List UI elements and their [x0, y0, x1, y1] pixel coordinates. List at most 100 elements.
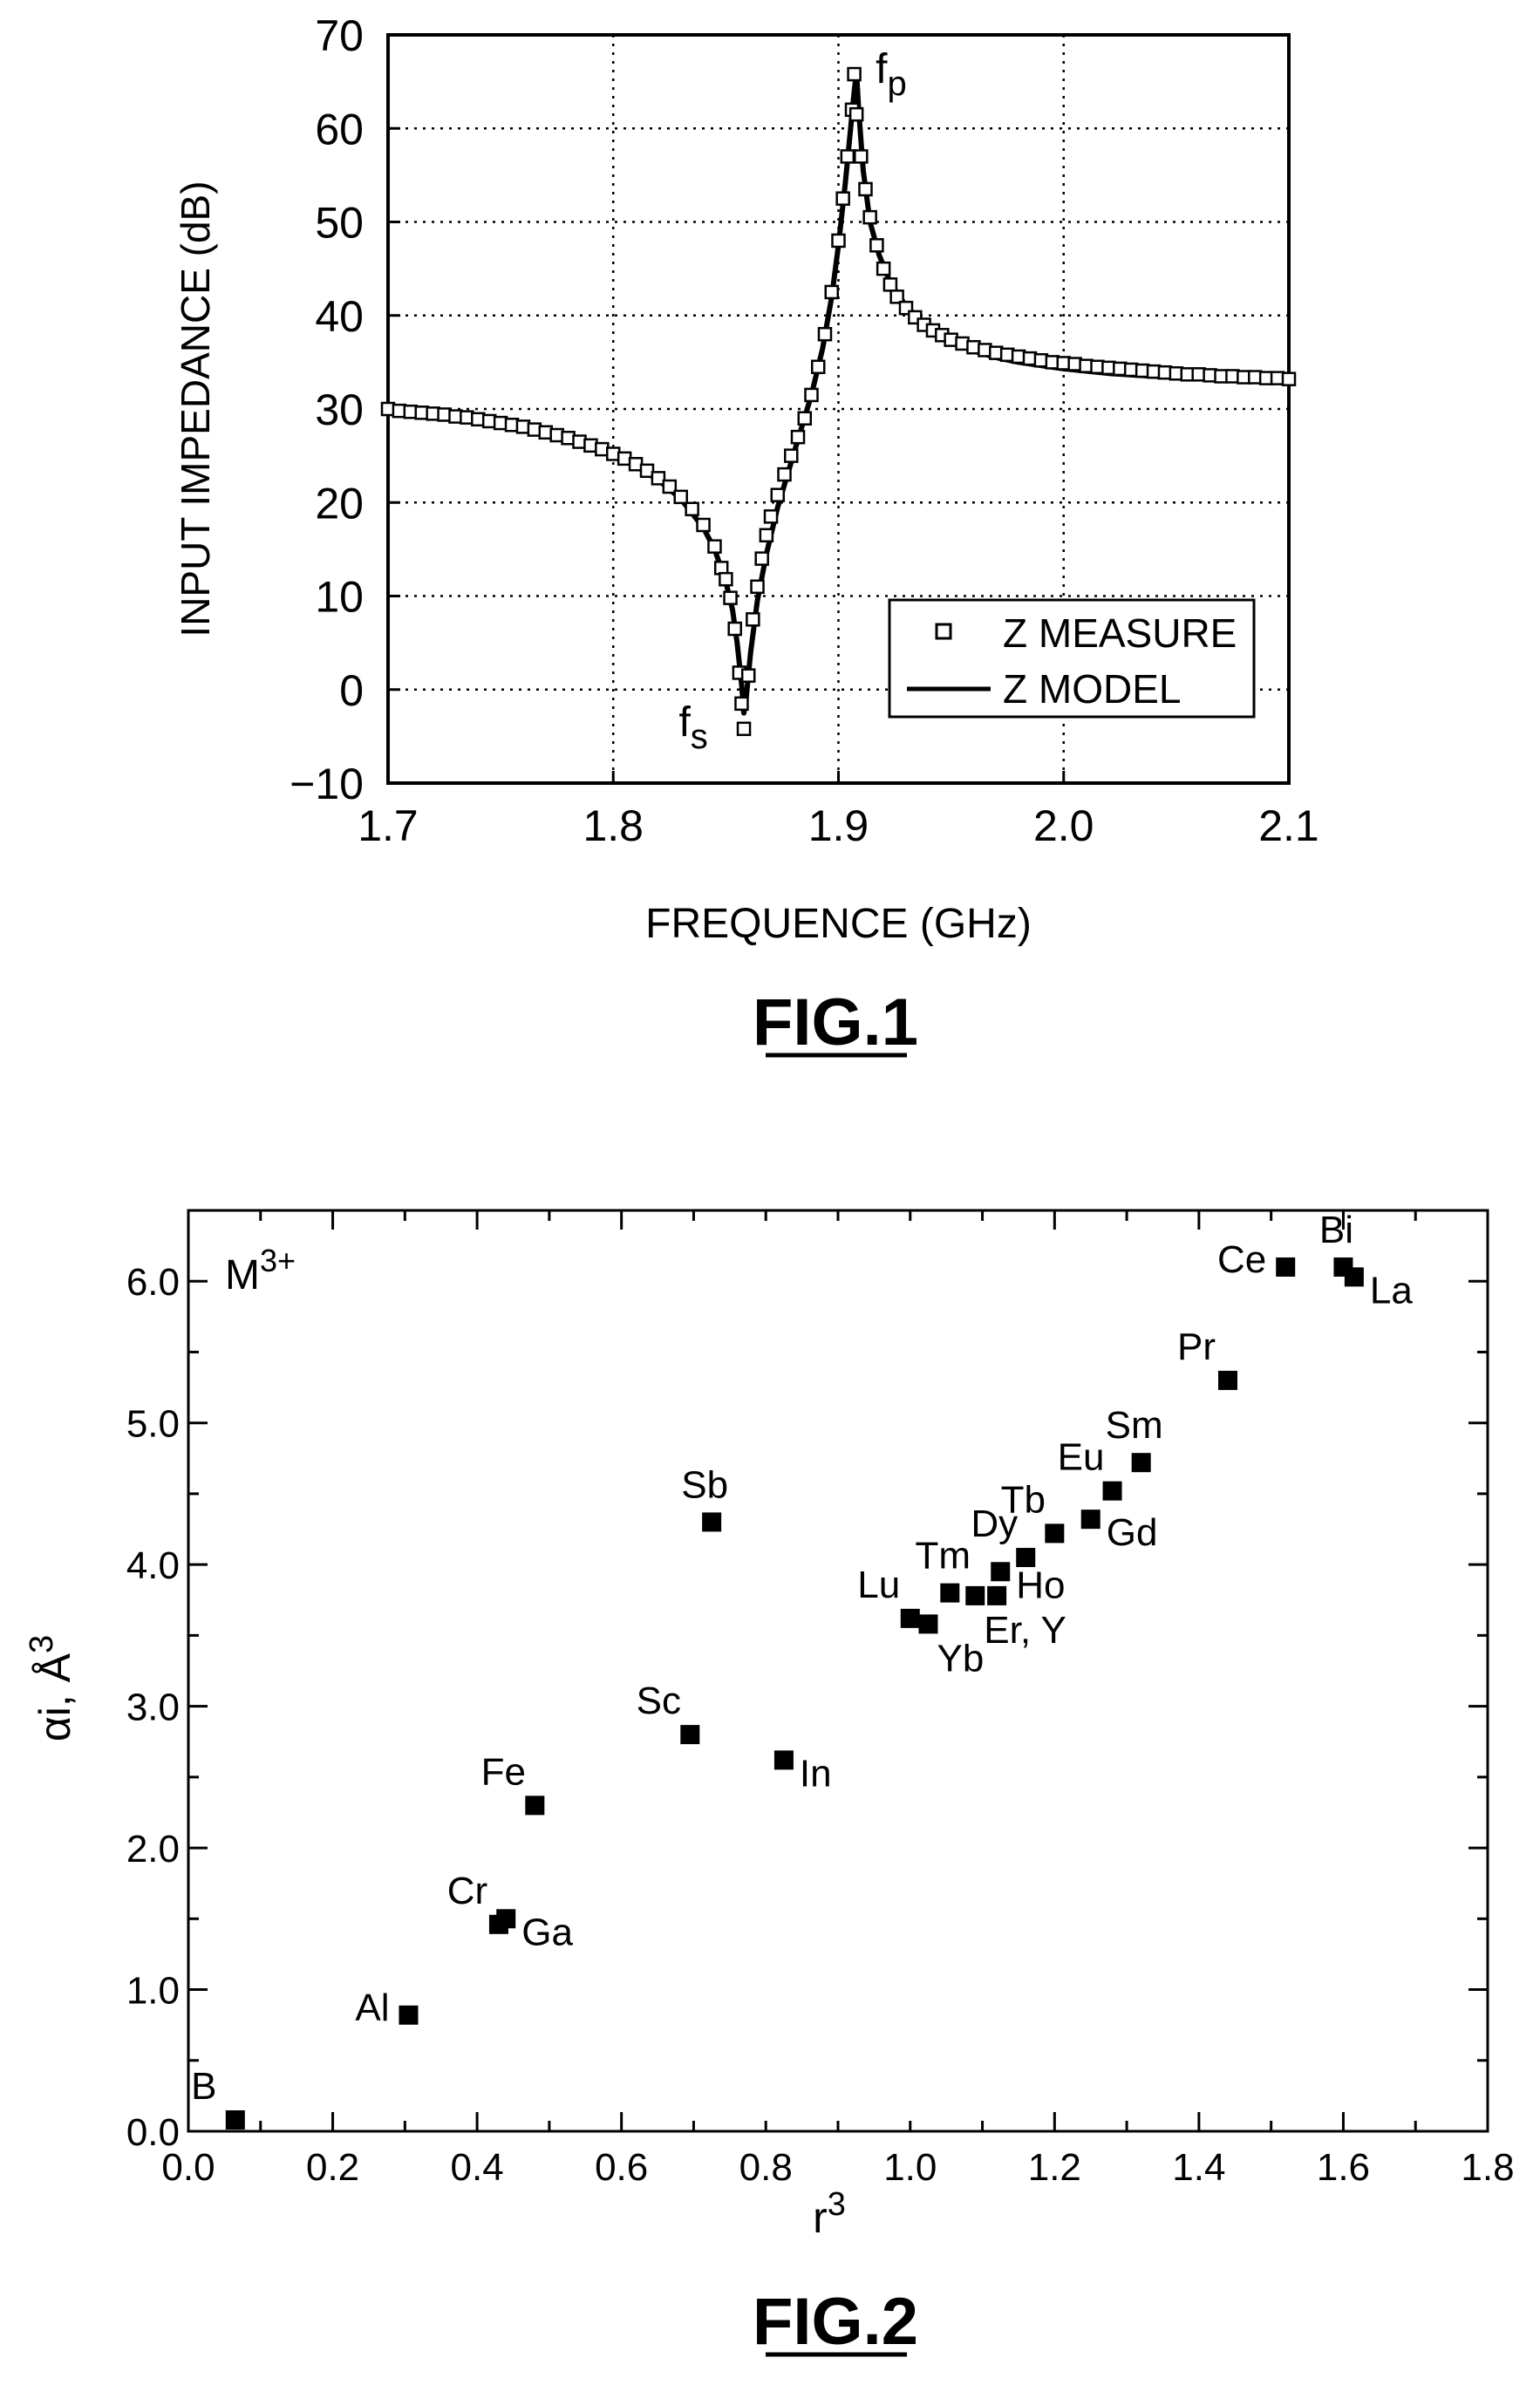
point-marker [1045, 1523, 1065, 1544]
marker-z-measure [889, 290, 904, 304]
marker-z-measure [876, 261, 891, 276]
point-label: Fe [481, 1750, 526, 1793]
point-label: Ga [521, 1911, 573, 1953]
point-label: Er, Y [984, 1609, 1066, 1652]
marker-z-measure [696, 517, 711, 533]
y-tick-label: 70 [315, 11, 364, 60]
marker-z-measure [817, 326, 833, 342]
y-tick-label: 3.0 [126, 1687, 180, 1729]
point-label: B [191, 2065, 216, 2108]
figure-1: 1.7 1.8 1.9 2.0 2.1 −10 0 10 20 30 40 50 60 70 FREQUEN… [173, 11, 1319, 1060]
x-tick-label: 1.7 [358, 801, 419, 850]
marker-z-measure [770, 487, 786, 502]
figure-caption: FIG.2 [753, 2285, 918, 2359]
y-tick-label: 4.0 [126, 1544, 180, 1587]
annotation-fs: fs [678, 699, 707, 756]
marker-z-measure [882, 277, 898, 292]
point-label: Lu [857, 1564, 900, 1606]
point-label: Sc [637, 1680, 681, 1722]
x-tick-label: 1.9 [808, 801, 869, 850]
x-tick-label: 1.8 [583, 801, 644, 850]
point-marker [1102, 1481, 1122, 1501]
x-tick-label: 2.1 [1258, 801, 1319, 850]
point-marker [1080, 1509, 1100, 1530]
x-tick-label: 1.8 [1461, 2146, 1514, 2189]
marker-z-measure [723, 590, 738, 605]
point-marker [987, 1585, 1007, 1605]
point-label: Bi [1319, 1209, 1353, 1251]
point-marker [900, 1608, 920, 1628]
marker-z-measure [811, 359, 826, 374]
y-tick-label: −10 [290, 760, 364, 808]
point-label: Cr [447, 1870, 487, 1912]
marker-z-measure [736, 721, 752, 737]
x-axis-title: r3 [813, 2186, 846, 2242]
inset-label-base: M [225, 1252, 260, 1298]
annotation-fp-sub: p [888, 65, 907, 103]
point-marker [525, 1796, 545, 1816]
figure-2: 0.0 0.2 0.4 0.6 0.8 1.0 1.2 1.4 1.6 1.8 0.0 1.0 2.0 3… [24, 1209, 1515, 2359]
point-marker [680, 1725, 700, 1745]
y-tick-label: 10 [315, 573, 364, 622]
point-marker [399, 2005, 419, 2025]
y-axis-title: αi, Å3 [24, 1635, 79, 1741]
x-tick-label: 1.4 [1172, 2146, 1225, 2189]
marker-z-measure [662, 479, 678, 494]
point-marker [940, 1583, 960, 1603]
marker-z-measure [639, 463, 655, 479]
point-marker [1276, 1257, 1296, 1277]
marker-z-measure [858, 181, 873, 197]
marker-z-measure [835, 191, 850, 206]
point-marker [1016, 1548, 1036, 1568]
x-tick-label: 0.4 [451, 2146, 504, 2189]
point-marker [702, 1512, 722, 1532]
marker-z-measure [797, 411, 813, 426]
inset-label-sup: 3+ [260, 1243, 296, 1278]
legend-label-z-model: Z MODEL [1003, 666, 1181, 712]
point-marker [496, 1909, 516, 1929]
marker-z-measure [831, 233, 846, 249]
marker-z-measure [750, 579, 765, 595]
point-label: Al [355, 1987, 389, 2029]
x-tick-label: 2.0 [1033, 801, 1094, 850]
point-marker [965, 1585, 985, 1605]
x-tick-label: 0.8 [739, 2146, 793, 2189]
marker-z-measure [734, 696, 749, 712]
marker-z-measure [790, 429, 806, 445]
point-label: La [1370, 1269, 1413, 1312]
marker-z-measure [673, 489, 688, 505]
marker-z-measure [1281, 371, 1297, 386]
y-axis-title: INPUT IMPEDANCE (dB) [173, 181, 218, 637]
y-tick-label: 0.0 [126, 2111, 180, 2154]
y-axis-title-sup: 3 [24, 1635, 60, 1653]
x-tick-label: 0.0 [161, 2146, 215, 2189]
marker-z-measure [869, 238, 884, 253]
point-label: Pr [1177, 1325, 1216, 1368]
point-label: Dy [971, 1503, 1018, 1545]
point-label: In [800, 1752, 832, 1795]
point-label: Tb [1001, 1478, 1046, 1521]
marker-z-measure [777, 467, 792, 482]
point-label: Sm [1106, 1404, 1163, 1447]
marker-z-measure [854, 149, 869, 164]
y-tick-label: 40 [315, 292, 364, 341]
y-axis-title-base: αi, Å [31, 1653, 79, 1741]
marker-z-measure [727, 621, 742, 637]
x-axis-title-sup: 3 [828, 2186, 846, 2223]
y-tick-label: 30 [315, 385, 364, 434]
marker-z-measure [763, 509, 779, 524]
marker-z-measure [784, 448, 799, 463]
y-tick-label: 50 [315, 199, 364, 248]
x-tick-label: 1.0 [883, 2146, 937, 2189]
x-tick-label: 0.2 [306, 2146, 359, 2189]
legend: Z MEASURE Z MODEL [888, 598, 1256, 719]
annotation-fp-letter: f [876, 46, 888, 92]
point-label: Ce [1217, 1238, 1266, 1281]
point-label: Sb [681, 1463, 728, 1506]
marker-z-measure [862, 209, 877, 225]
point-marker [1131, 1453, 1151, 1473]
marker-z-measure [719, 571, 733, 587]
legend-label-z-measure: Z MEASURE [1003, 610, 1237, 656]
y-tick-label: 2.0 [126, 1828, 180, 1871]
